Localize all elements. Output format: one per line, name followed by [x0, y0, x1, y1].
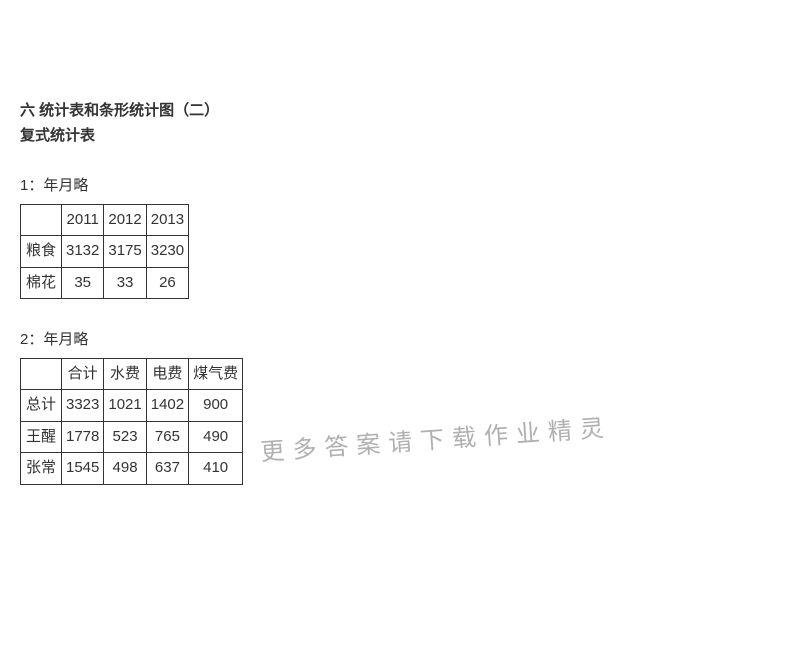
table-cell: 总计 [21, 390, 62, 422]
table-cell: 煤气费 [189, 358, 243, 390]
table-cell: 1402 [146, 390, 188, 422]
table-cell: 900 [189, 390, 243, 422]
table-cell: 电费 [146, 358, 188, 390]
table-row: 总计 3323 1021 1402 900 [21, 390, 243, 422]
table-cell: 张常 [21, 453, 62, 485]
table-row: 王醒 1778 523 765 490 [21, 421, 243, 453]
table-cell: 3323 [62, 390, 104, 422]
table-cell [21, 358, 62, 390]
table-2: 合计 水费 电费 煤气费 总计 3323 1021 1402 900 王醒 17… [20, 358, 243, 485]
table-cell: 1021 [104, 390, 146, 422]
table-cell: 2011 [62, 204, 104, 236]
table-1: 2011 2012 2013 粮食 3132 3175 3230 棉花 35 3… [20, 204, 189, 300]
table-cell: 3175 [104, 236, 146, 268]
table-cell: 3230 [146, 236, 188, 268]
table-cell: 498 [104, 453, 146, 485]
table-cell: 637 [146, 453, 188, 485]
table-row: 张常 1545 498 637 410 [21, 453, 243, 485]
table-cell: 合计 [62, 358, 104, 390]
page-content: 六 统计表和条形统计图（二） 复式统计表 1：年月略 2011 2012 201… [0, 0, 800, 505]
table-cell: 王醒 [21, 421, 62, 453]
table-cell: 棉花 [21, 267, 62, 299]
table-row: 合计 水费 电费 煤气费 [21, 358, 243, 390]
table-cell: 410 [189, 453, 243, 485]
table-cell: 1778 [62, 421, 104, 453]
table-row: 2011 2012 2013 [21, 204, 189, 236]
table-cell: 765 [146, 421, 188, 453]
chapter-subtitle: 复式统计表 [20, 125, 780, 148]
table-cell [21, 204, 62, 236]
table-cell: 26 [146, 267, 188, 299]
table-cell: 33 [104, 267, 146, 299]
table-cell: 35 [62, 267, 104, 299]
table-cell: 水费 [104, 358, 146, 390]
table-cell: 粮食 [21, 236, 62, 268]
table-cell: 523 [104, 421, 146, 453]
table-row: 棉花 35 33 26 [21, 267, 189, 299]
table-cell: 490 [189, 421, 243, 453]
table-cell: 2013 [146, 204, 188, 236]
table-cell: 1545 [62, 453, 104, 485]
table-cell: 2012 [104, 204, 146, 236]
chapter-title: 六 统计表和条形统计图（二） [20, 100, 780, 123]
section1-label: 1：年月略 [20, 175, 780, 198]
table-cell: 3132 [62, 236, 104, 268]
section2-label: 2：年月略 [20, 329, 780, 352]
table-row: 粮食 3132 3175 3230 [21, 236, 189, 268]
